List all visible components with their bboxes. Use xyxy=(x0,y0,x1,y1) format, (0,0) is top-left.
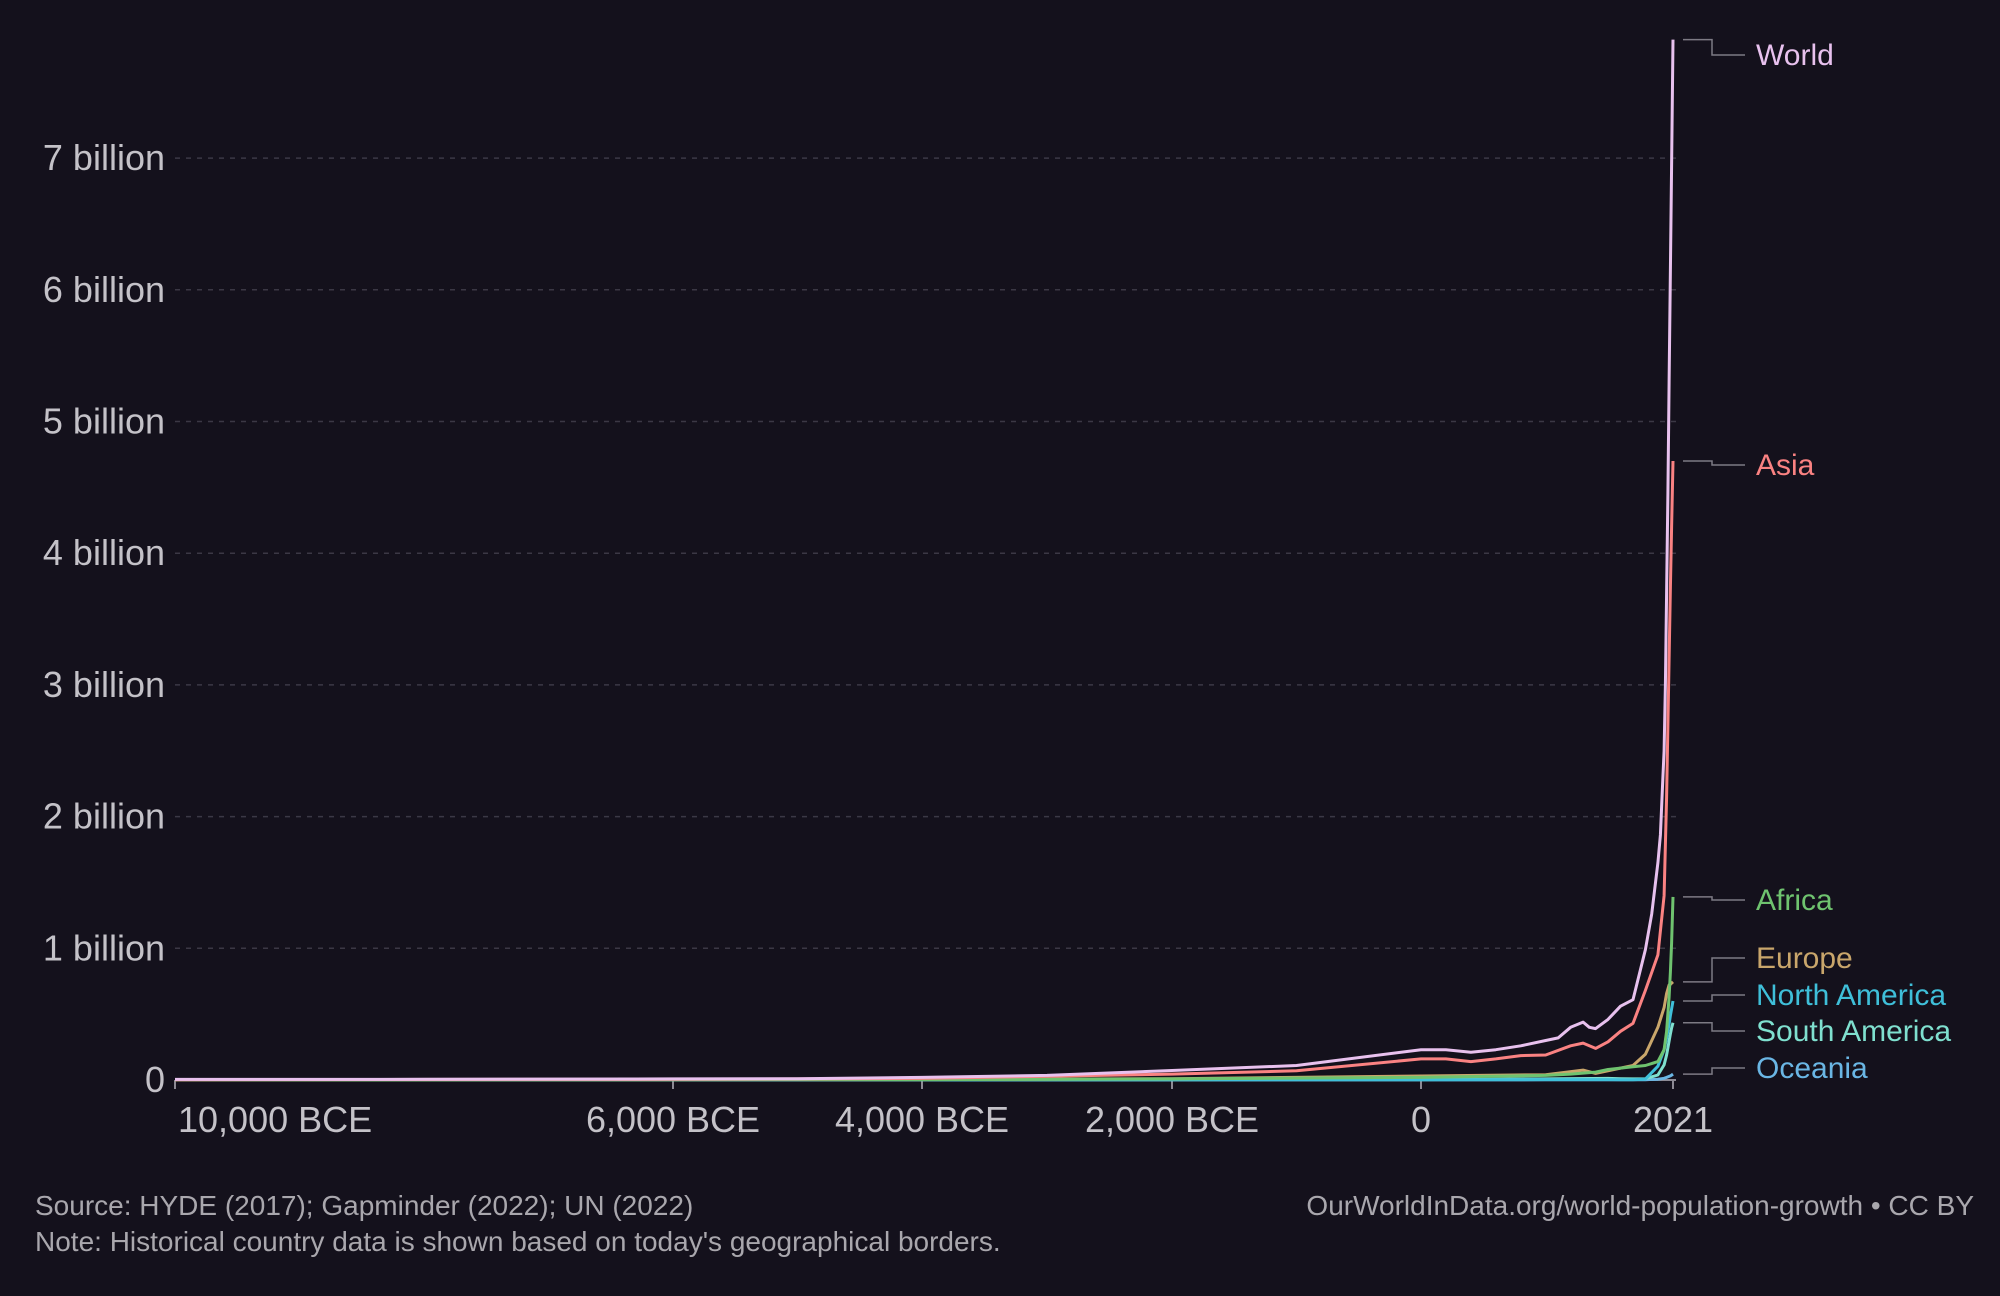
y-tick-label: 5 billion xyxy=(43,401,165,442)
x-tick-label: 10,000 BCE xyxy=(178,1099,372,1140)
series-label-asia: Asia xyxy=(1756,449,1815,482)
label-connector xyxy=(1683,38,1745,56)
y-tick-label: 0 xyxy=(145,1059,165,1100)
x-tick-label: 2,000 BCE xyxy=(1085,1099,1259,1140)
y-tick-label: 2 billion xyxy=(43,796,165,837)
label-connector xyxy=(1683,1067,1745,1075)
credit-link[interactable]: OurWorldInData.org/world-population-grow… xyxy=(1306,1190,1974,1221)
y-tick-label: 3 billion xyxy=(43,664,165,705)
series-label-oceania: Oceania xyxy=(1756,1052,1868,1085)
y-tick-label: 4 billion xyxy=(43,532,165,573)
series-line-north-america xyxy=(174,1000,1675,1082)
note-text: Note: Historical country data is shown b… xyxy=(35,1226,1001,1257)
series-label-europe: Europe xyxy=(1756,942,1853,975)
label-connector xyxy=(1683,957,1745,983)
label-connector xyxy=(1683,460,1745,466)
y-tick-label: 6 billion xyxy=(43,269,165,310)
series-label-world: World xyxy=(1756,39,1834,72)
x-tick-label: 4,000 BCE xyxy=(835,1099,1009,1140)
label-connector xyxy=(1683,994,1745,1002)
x-tick-label: 0 xyxy=(1411,1099,1431,1140)
y-tick-label: 7 billion xyxy=(43,137,165,178)
series-lines xyxy=(174,39,1675,1082)
label-connector xyxy=(1683,1021,1745,1032)
x-tick-label: 6,000 BCE xyxy=(586,1099,760,1140)
series-label-south-america: South America xyxy=(1756,1015,1951,1048)
label-connector xyxy=(1683,896,1745,901)
series-label-north-america: North America xyxy=(1756,979,1946,1012)
x-tick-label: 2021 xyxy=(1633,1099,1713,1140)
gridlines xyxy=(175,157,1678,950)
y-tick-label: 1 billion xyxy=(43,927,165,968)
series-line-africa xyxy=(174,896,1675,1082)
series-labels: World Asia Africa Europe North AmericaSouth … xyxy=(1683,38,1951,1085)
series-line-europe xyxy=(174,980,1674,1082)
series-line-asia xyxy=(174,460,1675,1082)
series-line-world xyxy=(174,39,1675,1081)
series-label-africa: Africa xyxy=(1756,884,1833,917)
axes: 0 1 billion 2 billion 3 billion 4 billion 5 b… xyxy=(43,137,1713,1140)
source-text: Source: HYDE (2017); Gapminder (2022); U… xyxy=(35,1190,694,1221)
